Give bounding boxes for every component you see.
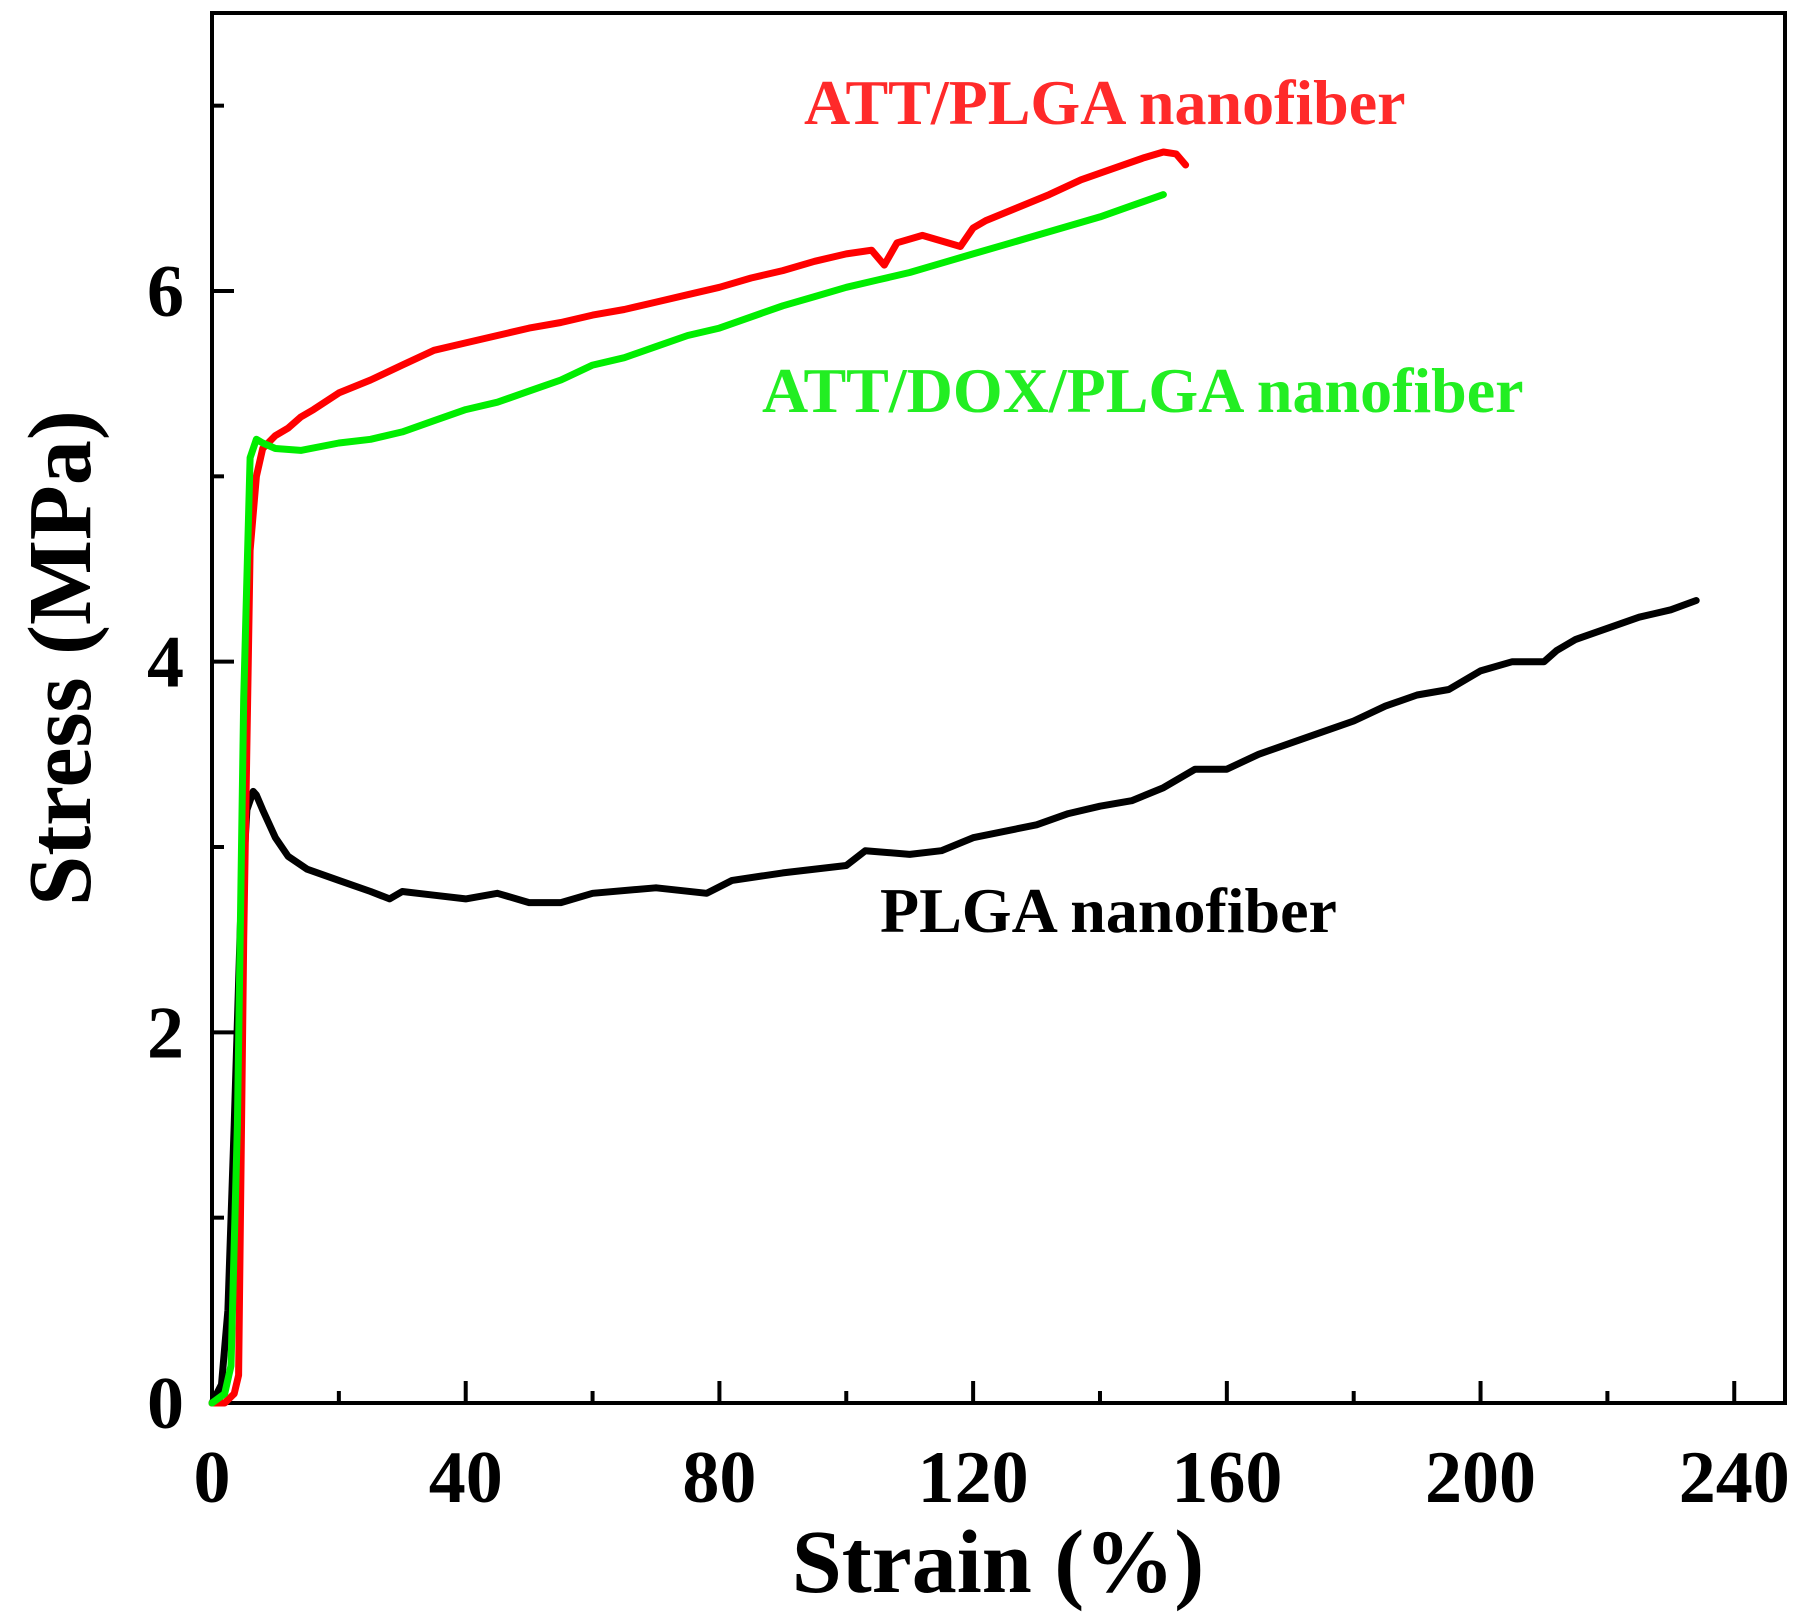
x-axis-title: Strain (%): [792, 1513, 1204, 1612]
plot-frame: [210, 11, 1787, 1405]
x-tick-label: 160: [1171, 1437, 1282, 1519]
x-tick-label: 40: [429, 1437, 503, 1519]
y-tick-label: 0: [147, 1363, 184, 1445]
series-line-att-dox-plga-nanofiber: [208, 191, 1167, 1407]
series-label-att-plga: ATT/PLGA nanofiber: [804, 67, 1406, 138]
y-tick-label: 4: [147, 622, 184, 704]
axis-tick-labels: 0 40 80 120 160 200 240 0 2 4 6: [147, 251, 1790, 1519]
series-line-att-plga-nanofiber: [208, 148, 1190, 1407]
x-tick-label: 80: [682, 1437, 756, 1519]
axis-ticks: [210, 103, 1737, 1405]
y-tick-label: 6: [147, 251, 184, 333]
series-line-plga-nanofiber: [208, 597, 1700, 1407]
data-series: [208, 148, 1700, 1407]
series-label-plga: PLGA nanofiber: [880, 875, 1337, 946]
y-tick-label: 2: [147, 992, 184, 1074]
x-tick-label: 0: [194, 1437, 231, 1519]
x-tick-label: 240: [1679, 1437, 1790, 1519]
series-label-att-dox-plga: ATT/DOX/PLGA nanofiber: [762, 355, 1524, 426]
x-tick-label: 120: [918, 1437, 1029, 1519]
x-tick-label: 200: [1425, 1437, 1536, 1519]
y-axis-title: Stress (MPa): [11, 410, 110, 906]
